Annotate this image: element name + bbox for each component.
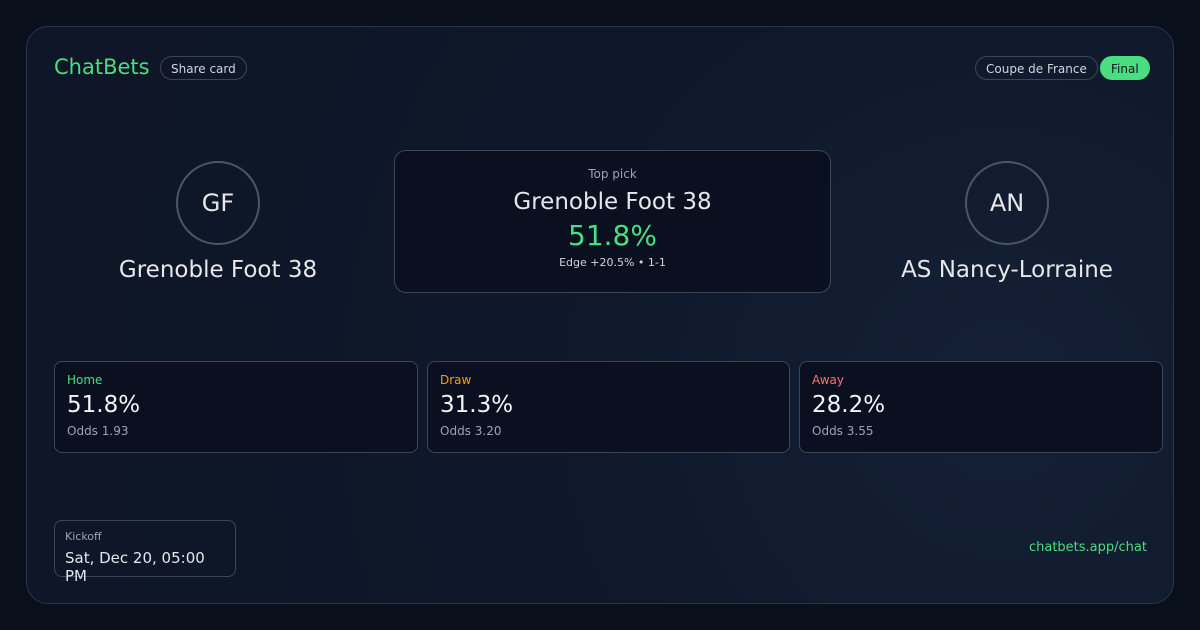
away-avatar: AN: [965, 161, 1049, 245]
outcome-probability: 51.8%: [67, 392, 141, 418]
top-pick-label: Top pick: [588, 167, 637, 181]
top-pick-detail: Edge +20.5% • 1-1: [559, 256, 666, 269]
outcome-probability: 28.2%: [812, 392, 886, 418]
draw-outcome: Draw 31.3% Odds 3.20: [427, 361, 790, 453]
share-card: ChatBets Share card Coupe de France Fina…: [26, 26, 1174, 604]
outcome-odds: Odds 1.93: [67, 424, 129, 438]
share-button[interactable]: Share card: [160, 56, 247, 80]
top-pick-probability: 51.8%: [568, 219, 657, 252]
outcome-label: Draw: [440, 373, 472, 387]
away-team-name: AS Nancy-Lorraine: [901, 257, 1113, 283]
kickoff-time: Sat, Dec 20, 05:00 PM: [65, 549, 205, 585]
away-outcome: Away 28.2% Odds 3.55: [799, 361, 1163, 453]
brand: ChatBets: [54, 55, 150, 79]
top-pick-box: Top pick Grenoble Foot 38 51.8% Edge +20…: [394, 150, 831, 293]
outcome-label: Away: [812, 373, 844, 387]
kickoff-label: Kickoff: [65, 530, 102, 543]
outcome-odds: Odds 3.55: [812, 424, 874, 438]
footer-link[interactable]: chatbets.app/chat: [1028, 540, 1147, 555]
home-outcome: Home 51.8% Odds 1.93: [54, 361, 418, 453]
kickoff-box: Kickoff Sat, Dec 20, 05:00 PM: [54, 520, 236, 585]
outcome-label: Home: [67, 373, 103, 387]
competition-badge: Coupe de France: [975, 56, 1098, 80]
outcome-probability: 31.3%: [440, 392, 514, 418]
status-badge: Final: [1100, 56, 1150, 80]
top-pick-team: Grenoble Foot 38: [513, 189, 712, 215]
home-team-name: Grenoble Foot 38: [118, 257, 318, 283]
home-avatar: GF: [176, 161, 260, 245]
outcome-odds: Odds 3.20: [440, 424, 502, 438]
